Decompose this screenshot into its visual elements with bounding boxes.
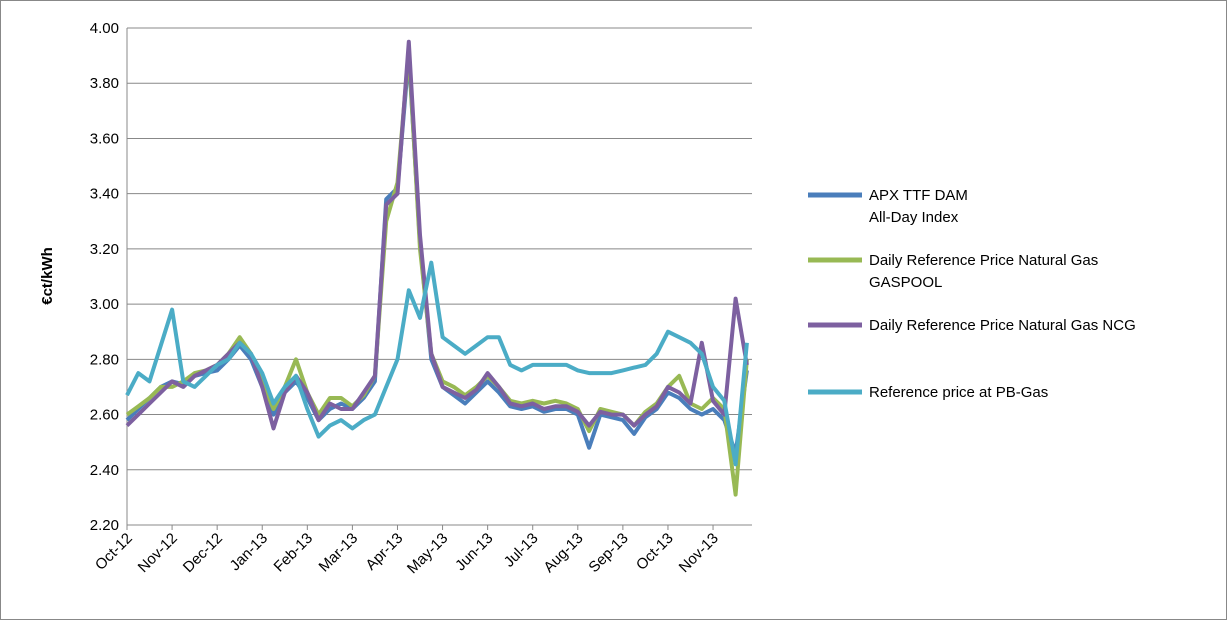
legend-label: Daily Reference Price Natural Gas NCG [869, 317, 1136, 334]
legend-label-line: All-Day Index [869, 209, 959, 226]
series-line [125, 39, 749, 431]
legend-label: Reference price at PB-Gas [869, 384, 1048, 401]
legend-label-line: Reference price at PB-Gas [869, 384, 1048, 401]
y-tick-label: 2.80 [90, 351, 119, 368]
legend-label: APX TTF DAM All-Day Index [869, 187, 968, 226]
legend-label: Daily Reference Price Natural Gas GASPOOL [869, 252, 1098, 291]
y-tick-label: 4.00 [90, 20, 119, 37]
legend-label-line: Daily Reference Price Natural Gas NCG [869, 317, 1136, 334]
legend-label-line: GASPOOL [869, 274, 942, 291]
y-tick-label: 2.20 [90, 517, 119, 534]
y-tick-label: 2.40 [90, 462, 119, 479]
series-line [125, 260, 749, 467]
y-tick-label: 3.20 [90, 241, 119, 258]
y-axis-label: €ct/kWh [39, 247, 56, 305]
y-tick-label: 3.00 [90, 296, 119, 313]
legend-label-line: Daily Reference Price Natural Gas [869, 252, 1098, 269]
y-tick-label: 3.80 [90, 75, 119, 92]
y-tick-label: 3.40 [90, 186, 119, 203]
y-tick-label: 3.60 [90, 130, 119, 147]
y-tick-label: 2.60 [90, 407, 119, 424]
legend-label-line: APX TTF DAM [869, 187, 968, 204]
